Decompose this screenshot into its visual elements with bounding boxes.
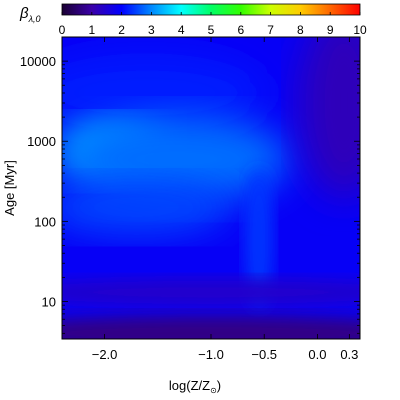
y-tick-label: 100 [34, 214, 56, 229]
colorbar-tick-label: 4 [178, 23, 185, 37]
heatmap-region [62, 53, 268, 133]
colorbar-tick-label: 7 [267, 23, 274, 37]
colorbar-tick-label: 5 [208, 23, 215, 37]
x-axis-label-sub: ⊙ [210, 386, 217, 395]
colorbar-tick-label: 10 [353, 23, 367, 37]
x-tick-label: 0.0 [308, 347, 326, 362]
y-tick-label: 1000 [27, 134, 56, 149]
colorbar-ticks: 0 1 2 3 4 5 6 7 8 9 10 [59, 12, 367, 37]
y-axis-ticks: 10 100 1000 10000 [20, 36, 360, 334]
x-tick-label: −1.0 [198, 347, 224, 362]
heatmap-region [62, 315, 360, 339]
heatmap-region [299, 37, 360, 198]
colorbar-tick-label: 6 [237, 23, 244, 37]
x-axis-label-end: ) [217, 378, 221, 393]
heatmap-region [244, 169, 273, 310]
x-axis-label-main: log(Z/Z [169, 378, 210, 393]
colorbar: βλ,0 0 1 2 3 4 5 6 7 8 9 10 [19, 3, 367, 37]
y-tick-label: 10000 [20, 54, 56, 69]
colorbar-label-symbol: β [19, 5, 29, 22]
heatmap-region [62, 179, 232, 236]
colorbar-tick-label: 0 [59, 23, 66, 37]
colorbar-tick-label: 2 [118, 23, 125, 37]
colorbar-tick-label: 8 [297, 23, 304, 37]
x-axis-label: log(Z/Z⊙) [169, 378, 221, 395]
colorbar-tick-label: 9 [327, 23, 334, 37]
x-tick-label: −0.5 [251, 347, 277, 362]
x-tick-label: 0.3 [340, 347, 358, 362]
colorbar-tick-label: 1 [88, 23, 95, 37]
heatmap-region [62, 278, 360, 307]
colorbar-label-subscript: λ,0 [28, 14, 41, 24]
colorbar-tick-label: 3 [148, 23, 155, 37]
x-axis-ticks: −2.0 −1.0 −0.5 0.0 0.3 [92, 37, 358, 362]
y-tick-label: 10 [42, 294, 56, 309]
x-tick-label: −2.0 [92, 347, 118, 362]
heatmap [62, 37, 360, 339]
heatmap-field [62, 37, 360, 339]
y-axis-label: Age [Myr] [2, 160, 17, 216]
colorbar-label: βλ,0 [19, 5, 41, 24]
